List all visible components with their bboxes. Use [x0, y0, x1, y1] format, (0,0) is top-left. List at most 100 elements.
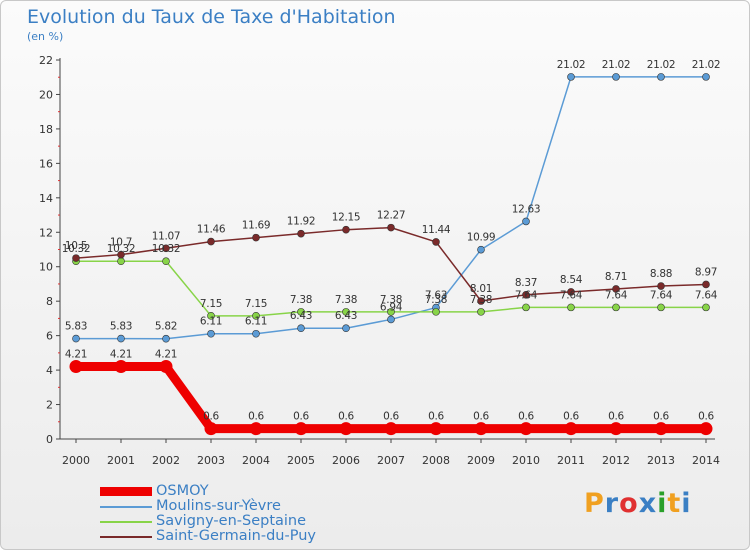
data-label: 0.6	[248, 411, 264, 423]
data-point	[564, 422, 578, 436]
legend-label: Moulins-sur-Yèvre	[156, 498, 281, 514]
data-point	[297, 324, 305, 333]
data-label: 7.38	[290, 294, 312, 306]
data-label: 8.37	[515, 277, 537, 289]
y-tick-label-6: 6	[46, 330, 53, 343]
data-point	[162, 334, 170, 343]
data-label: 11.92	[287, 216, 316, 228]
legend-label: Saint-Germain-du-Puy	[156, 528, 316, 544]
y-tick-label-2: 2	[46, 399, 53, 412]
data-label: 10.99	[467, 232, 496, 244]
data-point	[702, 303, 710, 312]
legend-swatch	[100, 535, 152, 538]
data-point	[297, 308, 305, 316]
data-label: 0.6	[518, 411, 534, 423]
data-label: 0.6	[338, 411, 354, 423]
y-tick-label-20: 20	[39, 88, 53, 101]
data-label: 7.38	[380, 294, 402, 306]
data-label: 11.07	[152, 230, 181, 242]
data-point	[477, 245, 485, 254]
data-label: 8.01	[470, 283, 492, 295]
data-label: 8.88	[650, 268, 672, 280]
y-tick-label-8: 8	[46, 295, 53, 308]
data-point	[114, 359, 128, 373]
data-label: 8.54	[560, 274, 583, 286]
data-point	[162, 244, 170, 253]
data-point	[72, 254, 80, 262]
data-label: 11.69	[242, 220, 271, 232]
data-label: 11.46	[197, 224, 226, 236]
data-label: 7.64	[605, 289, 628, 301]
data-point	[342, 324, 350, 333]
data-label: 12.27	[377, 210, 406, 222]
data-point	[342, 308, 350, 316]
data-label: 6.43	[335, 310, 357, 322]
data-point	[567, 288, 575, 296]
data-point	[657, 303, 665, 312]
data-label: 7.64	[695, 289, 718, 301]
data-label: 5.83	[110, 321, 132, 333]
data-point	[609, 422, 623, 436]
legend-item: Moulins-sur-Yèvre	[100, 499, 316, 514]
data-label: 6.11	[245, 316, 267, 328]
data-point	[522, 217, 530, 226]
data-label: 6.11	[200, 316, 222, 328]
x-tick-label-2010: 2010	[512, 454, 540, 467]
data-point	[522, 303, 530, 312]
data-label: 10.5	[65, 240, 87, 252]
x-tick-label-2004: 2004	[242, 454, 270, 467]
data-label: 10.7	[110, 237, 132, 249]
x-tick-label-2008: 2008	[422, 454, 450, 467]
data-label: 5.82	[155, 321, 177, 333]
x-tick-label-2002: 2002	[152, 454, 180, 467]
data-label: 0.6	[473, 411, 489, 423]
y-tick-label-16: 16	[39, 157, 53, 170]
data-label: 7.15	[245, 298, 267, 310]
data-point	[252, 312, 260, 320]
data-label: 21.02	[692, 59, 721, 71]
data-point	[294, 422, 308, 436]
data-point	[69, 359, 83, 373]
data-label: 8.97	[695, 266, 717, 278]
data-label: 7.64	[560, 289, 583, 301]
data-label: 7.15	[200, 298, 222, 310]
data-point	[252, 233, 260, 242]
data-label: 10.32	[62, 243, 91, 255]
x-tick-label-2001: 2001	[107, 454, 135, 467]
data-point	[384, 422, 398, 436]
data-point	[657, 73, 665, 81]
data-point	[477, 297, 485, 305]
x-tick-label-2012: 2012	[602, 454, 630, 467]
data-label: 7.63	[425, 290, 447, 302]
y-tick-label-22: 22	[39, 54, 53, 67]
data-point	[117, 257, 125, 266]
data-point	[522, 291, 530, 299]
data-point	[432, 238, 440, 246]
data-label: 8.71	[605, 271, 627, 283]
data-label: 7.64	[515, 289, 538, 301]
x-tick-label-2005: 2005	[287, 454, 315, 467]
data-point	[702, 280, 710, 289]
x-tick-label-2013: 2013	[647, 454, 675, 467]
chart-subtitle: (en %)	[27, 30, 64, 43]
data-label: 4.21	[155, 348, 177, 360]
data-point	[252, 329, 260, 338]
data-point	[117, 250, 125, 259]
data-point	[117, 334, 125, 343]
data-point	[654, 422, 668, 436]
data-point	[474, 422, 488, 436]
data-label: 10.32	[107, 243, 136, 255]
y-tick-label-4: 4	[46, 364, 53, 377]
data-label: 7.38	[425, 294, 447, 306]
data-point	[612, 285, 620, 293]
legend-swatch	[100, 520, 152, 523]
data-point	[612, 73, 620, 81]
x-tick-label-2000: 2000	[62, 454, 90, 467]
data-label: 0.6	[563, 411, 579, 423]
data-point	[72, 334, 80, 343]
data-label: 21.02	[647, 59, 676, 71]
x-tick-label-2006: 2006	[332, 454, 360, 467]
legend-item: Saint-Germain-du-Puy	[100, 529, 316, 544]
data-label: 4.21	[110, 348, 132, 360]
